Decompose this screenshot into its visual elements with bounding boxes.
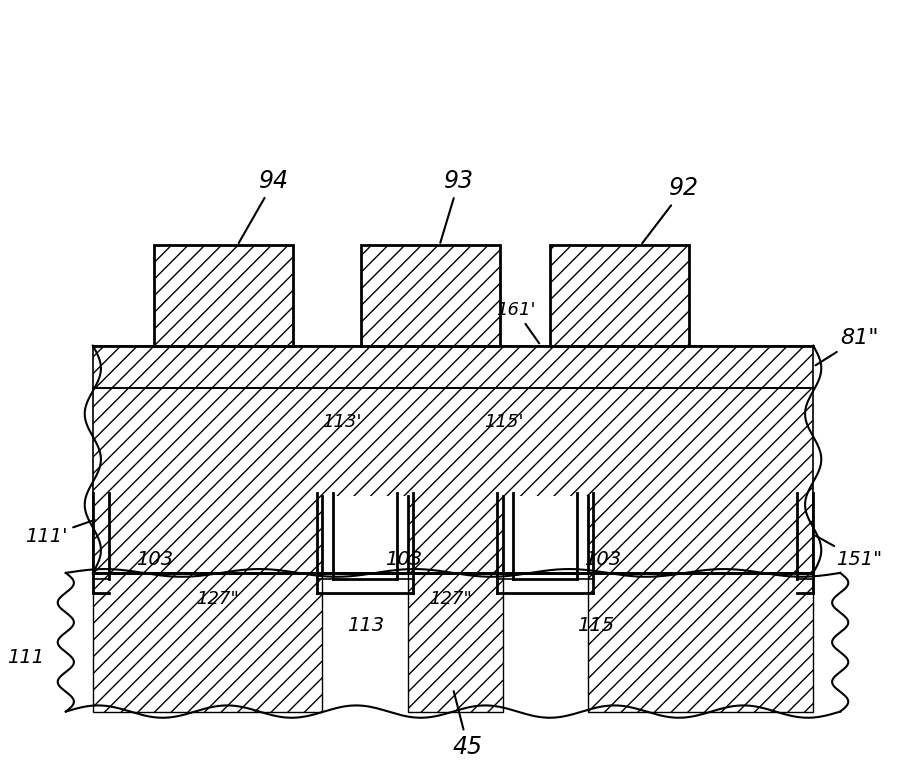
Bar (408, 573, 503, 712)
Text: 45: 45 (453, 691, 483, 759)
Bar (588, 573, 814, 712)
Bar (92, 573, 323, 712)
Text: 81": 81" (815, 327, 879, 365)
Text: 92: 92 (642, 176, 699, 243)
Text: 115: 115 (577, 615, 614, 635)
Text: 93: 93 (440, 168, 474, 243)
Text: 103: 103 (136, 550, 173, 570)
Text: 127": 127" (429, 590, 471, 608)
Bar (503, 496, 588, 573)
Bar (323, 496, 408, 573)
Bar (66, 573, 840, 712)
Text: 113: 113 (347, 615, 384, 635)
Text: 115': 115' (485, 413, 524, 431)
Bar (550, 245, 689, 345)
Text: 161': 161' (496, 301, 539, 343)
Bar (92, 345, 814, 388)
Text: 103: 103 (583, 550, 621, 570)
Bar (361, 245, 500, 345)
Text: 111: 111 (7, 648, 44, 667)
Text: 151": 151" (815, 535, 882, 570)
Text: 113': 113' (323, 413, 361, 431)
Text: 127": 127" (197, 590, 239, 608)
Text: 94: 94 (238, 168, 289, 243)
Text: 111': 111' (25, 520, 95, 546)
Bar (154, 245, 294, 345)
Bar (92, 388, 814, 573)
Text: 103: 103 (385, 550, 422, 570)
